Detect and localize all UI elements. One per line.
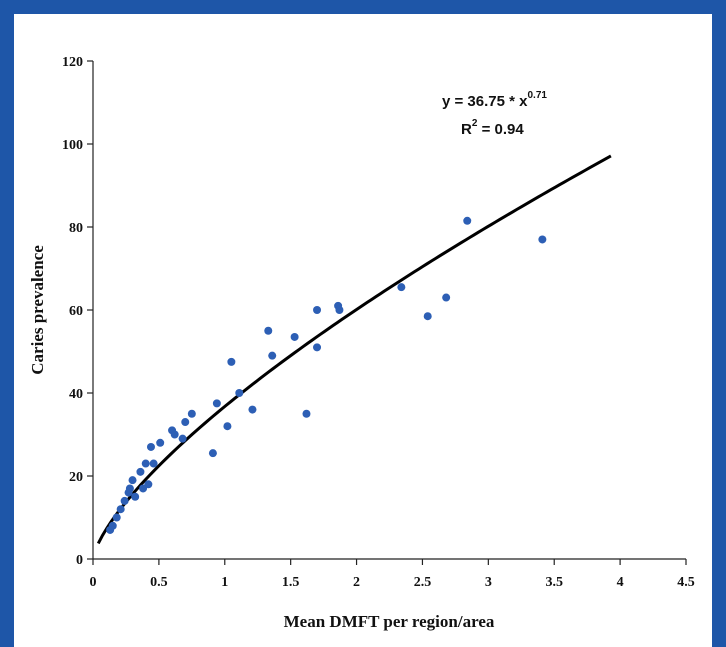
power-trendline — [96, 154, 612, 545]
equation-exponent: 0.71 — [528, 90, 548, 101]
y-tick-label: 0 — [76, 553, 83, 568]
r2-label: R — [461, 121, 472, 138]
data-point — [335, 306, 344, 314]
data-point — [128, 476, 137, 485]
y-axis-title: Caries prevalence — [28, 245, 47, 375]
y-tick-label: 40 — [69, 387, 83, 402]
data-point — [397, 283, 406, 292]
y-tick-label: 120 — [62, 55, 83, 70]
data-point — [108, 521, 117, 530]
data-point — [112, 513, 121, 522]
data-point — [170, 430, 179, 439]
trendline-equation: y = 36.75 * x0.71 — [442, 90, 547, 110]
data-point — [248, 405, 257, 414]
data-point — [227, 357, 236, 366]
data-point — [264, 326, 273, 335]
data-point — [290, 332, 299, 341]
y-tick-label: 80 — [69, 221, 83, 236]
y-tick-label: 100 — [62, 138, 83, 153]
data-point — [120, 496, 129, 505]
data-point — [178, 434, 187, 443]
x-tick-label: 4.5 — [677, 575, 695, 590]
data-point — [423, 312, 432, 321]
data-point — [116, 505, 125, 514]
data-point — [146, 442, 155, 451]
data-points — [106, 216, 547, 534]
r2-value: = 0.94 — [477, 121, 524, 138]
data-point — [136, 467, 145, 476]
x-tick-label: 1.5 — [282, 575, 300, 590]
data-point — [144, 480, 153, 489]
data-point — [463, 216, 472, 225]
data-point — [187, 409, 196, 418]
y-axis-ticks: 0 20 40 60 80 100 120 — [62, 55, 93, 568]
x-tick-label: 2.5 — [414, 575, 432, 590]
data-point — [302, 409, 311, 418]
data-point — [223, 422, 232, 431]
axes — [92, 61, 686, 560]
x-tick-label: 3.5 — [545, 575, 563, 590]
data-point — [149, 459, 158, 468]
data-point — [208, 449, 217, 458]
x-tick-label: 0.5 — [150, 575, 168, 590]
data-point — [156, 438, 165, 447]
x-tick-label: 0 — [90, 575, 97, 590]
y-tick-label: 20 — [69, 470, 83, 485]
data-point — [313, 306, 322, 314]
data-point — [141, 459, 150, 468]
y-tick-label: 60 — [69, 304, 83, 319]
data-point — [212, 399, 221, 408]
data-point — [235, 389, 244, 397]
x-tick-label: 1 — [221, 575, 228, 590]
r-squared-label: R2 = 0.94 — [461, 118, 524, 138]
x-axis-ticks: 0 0.5 1 1.5 2 2.5 3 3.5 4 4.5 — [90, 559, 695, 590]
x-tick-label: 2 — [353, 575, 360, 590]
data-point — [131, 492, 140, 501]
data-point — [125, 484, 134, 493]
data-point — [442, 293, 451, 302]
x-tick-label: 3 — [485, 575, 492, 590]
data-point — [181, 418, 190, 427]
data-point — [313, 343, 322, 352]
x-tick-label: 4 — [617, 575, 624, 590]
data-point — [538, 235, 547, 244]
x-axis-title: Mean DMFT per region/area — [284, 612, 495, 631]
r2-exponent: 2 — [472, 118, 478, 129]
equation-lhs: y = 36.75 * x — [442, 93, 528, 110]
data-point — [268, 351, 277, 360]
